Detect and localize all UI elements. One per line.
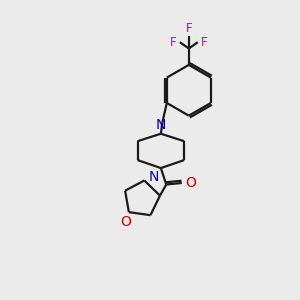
Text: F: F [185, 22, 192, 35]
Text: F: F [170, 36, 176, 49]
Text: N: N [156, 118, 166, 132]
Text: O: O [120, 214, 131, 229]
Text: F: F [201, 36, 208, 49]
Text: N: N [149, 170, 159, 184]
Text: O: O [185, 176, 196, 190]
